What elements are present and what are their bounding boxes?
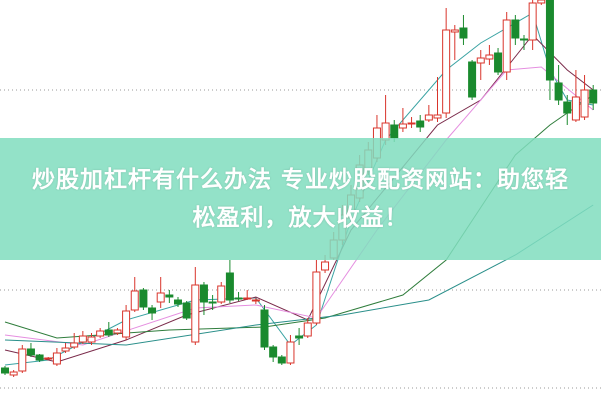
candle-body-up: [122, 310, 131, 338]
candle-body-up: [303, 322, 312, 337]
candle-body-up: [44, 357, 53, 360]
candle-body-down: [554, 82, 563, 101]
candle-body-down: [182, 302, 191, 319]
candle-body-down: [225, 272, 234, 301]
candle-body-up: [156, 292, 165, 303]
candle-body-down: [104, 329, 113, 336]
moving-average-line: [4, 66, 594, 346]
candle-body-up: [485, 54, 494, 60]
candle-body-up: [398, 123, 407, 129]
candle-body-down: [295, 335, 304, 339]
candle-body-up: [251, 299, 260, 302]
candle-body-up: [537, 0, 546, 4]
headline-banner: 炒股加杠杆有什么办法 专业炒股配资网站：助您轻 松盈利，放大收益！: [0, 138, 601, 260]
candle-body-down: [234, 297, 243, 300]
candle-body-up: [502, 19, 511, 73]
candle-body-down: [165, 294, 174, 298]
candle-body-down: [511, 19, 520, 39]
candle-body-down: [35, 354, 44, 361]
candle-body-up: [87, 336, 96, 343]
headline-line-1: 炒股加杠杆有什么办法 专业炒股配资网站：助您轻: [31, 167, 569, 193]
candle-body-down: [260, 309, 269, 348]
candle-body-up: [130, 290, 139, 311]
candle-body-down: [26, 348, 35, 356]
headline-line-2: 松盈利，放大收益！: [192, 205, 409, 231]
candle-body-up: [571, 96, 580, 121]
candle-body-up: [78, 335, 87, 343]
candle-body-up: [321, 261, 330, 271]
candle-body-down: [390, 124, 399, 139]
candle-body-up: [424, 114, 433, 121]
candle-body-down: [269, 346, 278, 358]
candle-body-down: [416, 120, 425, 128]
candle-body-up: [18, 348, 27, 372]
candle-body-down: [468, 61, 477, 98]
candle-body-down: [208, 301, 217, 304]
candle-body-up: [312, 271, 321, 324]
candle-body-up: [113, 329, 122, 334]
candle-body-up: [407, 122, 416, 125]
moving-average-line: [4, 34, 594, 363]
candle-body-down: [174, 299, 182, 305]
candle-body-up: [70, 342, 79, 348]
candle-body-up: [243, 297, 252, 300]
candle-body-up: [476, 57, 485, 64]
candle-body-down: [459, 27, 468, 39]
candle-body-down: [494, 52, 503, 73]
candle-body-up: [433, 114, 442, 119]
candle-body-down: [589, 89, 598, 104]
candle-body-up: [61, 347, 70, 352]
candle-body-down: [545, 0, 554, 81]
candle-body-up: [286, 341, 295, 364]
candle-body-down: [563, 101, 572, 114]
candle-body-up: [191, 284, 200, 343]
candle-body-up: [96, 330, 105, 337]
candle-body-down: [1, 367, 9, 374]
candle-body-up: [9, 371, 18, 376]
candle-body-up: [528, 2, 537, 41]
candle-body-down: [199, 284, 208, 303]
candle-body-down: [139, 289, 148, 308]
candle-body-up: [52, 352, 61, 365]
candle-body-up: [217, 285, 226, 303]
candle-body-up: [450, 29, 459, 33]
candle-body-up: [442, 29, 451, 114]
candle-body-down: [520, 38, 528, 41]
candle-body-down: [277, 356, 286, 364]
candle-body-down: [148, 307, 157, 314]
candle-body-up: [580, 89, 589, 118]
